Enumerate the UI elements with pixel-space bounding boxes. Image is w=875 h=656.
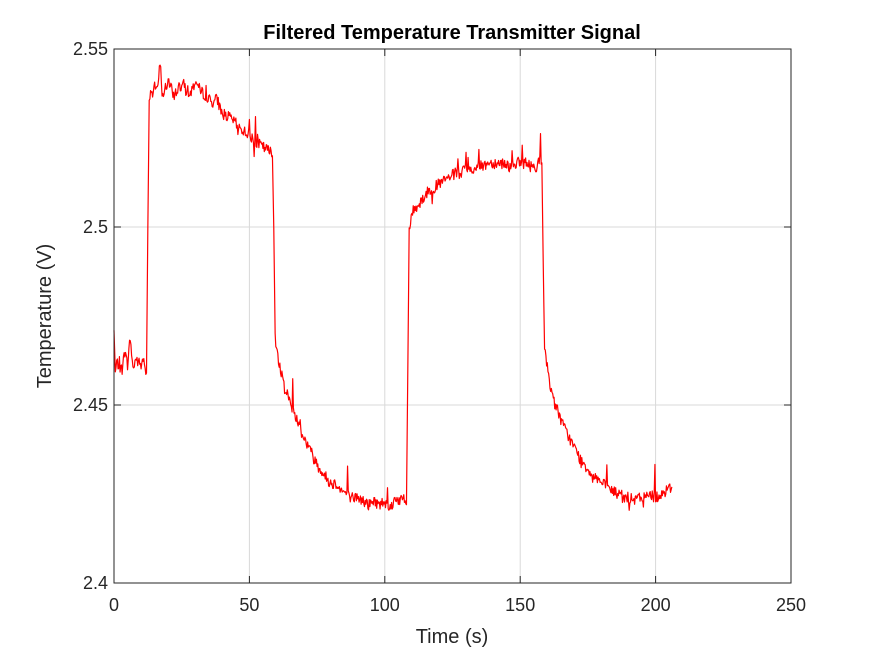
x-tick-label: 150 <box>505 595 535 615</box>
x-tick-label: 200 <box>641 595 671 615</box>
x-tick-label: 100 <box>370 595 400 615</box>
x-tick-label: 50 <box>239 595 259 615</box>
plot-area-border <box>113 48 792 584</box>
y-tick-label: 2.5 <box>83 217 108 237</box>
y-axis-label: Temperature (V) <box>34 244 56 389</box>
series-layer <box>113 64 673 511</box>
x-axis-label: Time (s) <box>416 626 489 648</box>
ticks <box>113 48 792 584</box>
series-line <box>113 64 673 511</box>
y-tick-label: 2.55 <box>73 39 108 59</box>
tick-labels: 0 50 100 150 200 250 2.4 2.45 2.5 2.55 <box>73 39 806 615</box>
chart-title: Filtered Temperature Transmitter Signal <box>263 22 641 44</box>
y-tick-label: 2.4 <box>83 573 108 593</box>
x-tick-label: 0 <box>109 595 119 615</box>
x-tick-label: 250 <box>776 595 806 615</box>
y-tick-label: 2.45 <box>73 395 108 415</box>
